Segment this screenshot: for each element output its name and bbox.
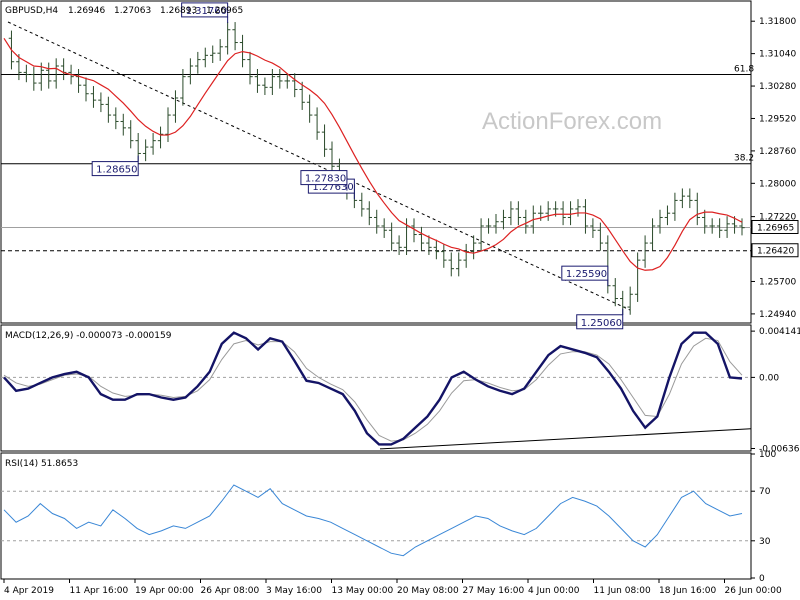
support-label-box [751, 243, 799, 258]
price-close: 1.26965 [206, 6, 243, 16]
price-tick-label-4: 1.28760 [759, 147, 796, 157]
x-tick-label-6: 20 May 08:00 [397, 586, 459, 596]
x-tick-label-7: 27 May 16:00 [463, 586, 525, 596]
x-tick-label-8: 4 Jun 00:00 [528, 586, 580, 596]
rsi-tick-label-2: 30 [759, 537, 771, 547]
x-tick-label-9: 11 Jun 08:00 [594, 586, 651, 596]
annotation-label-5: 1.27830 [305, 174, 346, 185]
downtrend-line [7, 21, 631, 311]
annotation-box-2 [561, 265, 609, 281]
rsi-panel [0, 452, 752, 580]
annotation-box-0 [181, 2, 229, 18]
annotation-label-1: 1.28650 [96, 165, 137, 176]
macd-line [3, 331, 743, 446]
price-tick-label-2: 1.30280 [759, 82, 796, 92]
rsi-line [3, 484, 743, 557]
moving-average-line [3, 37, 743, 271]
x-tick-label-1: 11 Apr 16:00 [70, 586, 129, 596]
macd-signal-line [3, 337, 743, 442]
watermark: ActionForex.com [482, 108, 662, 135]
price-tick-label-0: 1.31800 [759, 17, 796, 27]
fib-label-1: 38.2 [734, 154, 754, 164]
macd-panel [0, 324, 752, 452]
price-tick-label-6: 1.27220 [759, 213, 796, 223]
macd-layer [1, 331, 752, 450]
annotation-box-1 [91, 161, 139, 177]
x-tick-label-3: 26 Apr 08:00 [201, 586, 260, 596]
macd-tick-label-2: -0.006365 [759, 444, 800, 454]
price-tick-label-1: 1.31040 [759, 50, 796, 60]
annotation-box-4 [576, 314, 624, 330]
rsi-tick-label-3: 0 [759, 574, 765, 584]
annotation-label-2: 1.25590 [566, 269, 607, 280]
price-tick-label-5: 1.28000 [759, 179, 796, 189]
macd-title: MACD(12,26,9) -0.000073 -0.000159 [5, 331, 172, 341]
macd-trendline [379, 428, 752, 450]
current-price-box [751, 219, 799, 234]
annotation-label-3: 1.27630 [312, 182, 353, 193]
price-high: 1.27063 [114, 6, 151, 16]
macd-tick-label-0: 0.004141 [759, 327, 800, 337]
current-price-label: 1.26965 [757, 223, 794, 233]
x-tick-label-10: 18 Jun 16:00 [659, 586, 716, 596]
price-layer: 61.8 38.2 1.31760 1.28650 1.25590 1.27630 1.25… [1, 2, 754, 330]
price-low: 1.26893 [160, 6, 197, 16]
price-tick-label-3: 1.29520 [759, 114, 796, 124]
annotation-label-4: 1.25060 [581, 318, 622, 329]
fib-label-0: 61.8 [734, 65, 754, 75]
price-tick-label-8: 1.25700 [759, 277, 796, 287]
x-tick-label-4: 3 May 16:00 [266, 586, 322, 596]
x-tick-label-2: 19 Apr 00:00 [135, 586, 194, 596]
axis-layer: 1.31800 1.31040 1.30280 1.29520 1.28760 1.280… [3, 17, 800, 596]
rsi-tick-label-0: 100 [759, 450, 776, 460]
price-title: GBPUSD,H4 [5, 6, 58, 16]
x-tick-label-0: 4 Apr 2019 [4, 586, 54, 596]
x-tick-label-11: 26 Jun 00:00 [725, 586, 782, 596]
price-tick-label-9: 1.24940 [759, 310, 796, 320]
price-open: 1.26946 [68, 6, 105, 16]
support-label: 1.26420 [757, 247, 794, 257]
rsi-layer [1, 484, 751, 557]
rsi-tick-label-1: 70 [759, 487, 771, 497]
annotation-box-5 [300, 170, 348, 186]
rsi-title: RSI(14) 51.8653 [5, 459, 78, 469]
annotation-label-0: 1.31760 [186, 6, 227, 17]
macd-tick-label-1: 0.00 [759, 373, 779, 383]
x-tick-label-5: 13 May 00:00 [332, 586, 394, 596]
